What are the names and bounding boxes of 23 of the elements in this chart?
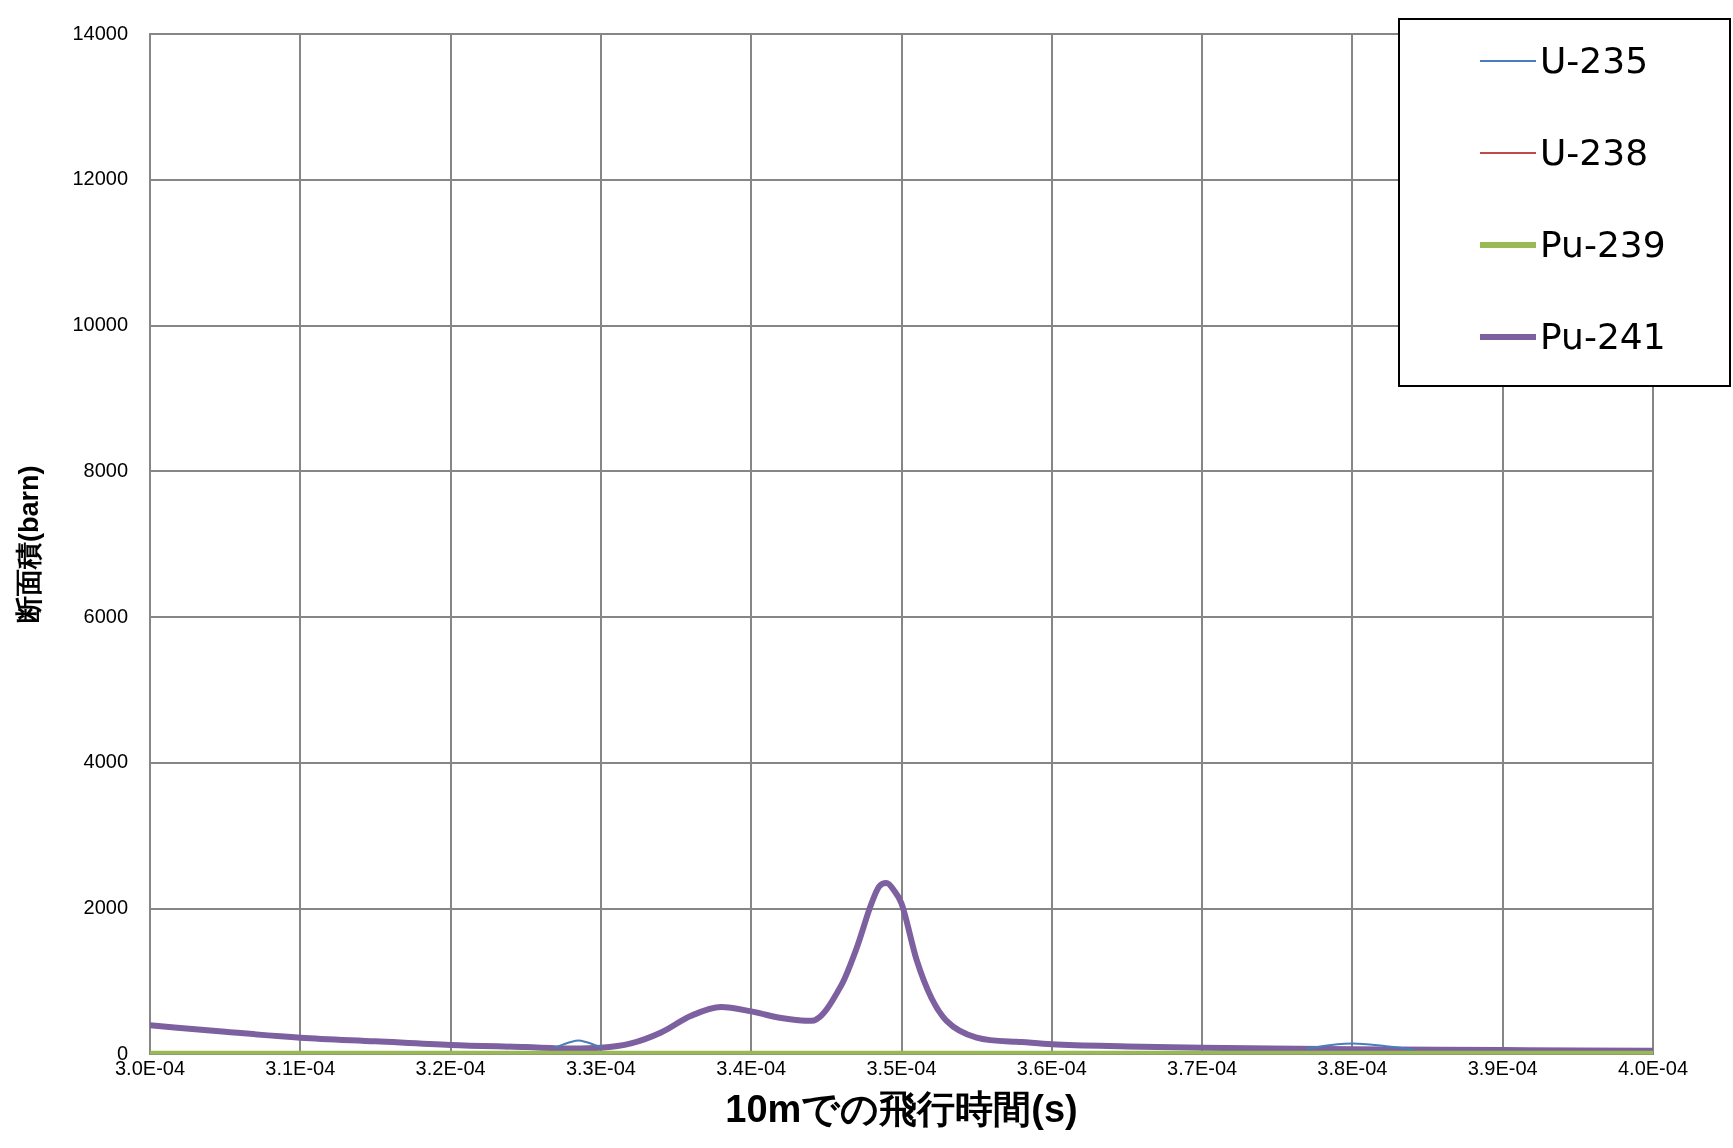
x-tick-label: 3.6E-04 <box>1016 1056 1087 1079</box>
x-axis-title: 10mでの飛行時間(s) <box>725 1087 1078 1130</box>
y-tick-label: 4000 <box>83 750 129 773</box>
y-tick-label: 10000 <box>72 313 129 336</box>
y-tick-label: 2000 <box>83 896 129 919</box>
x-tick-label: 3.4E-04 <box>716 1056 787 1079</box>
x-tick-label: 3.8E-04 <box>1317 1056 1388 1079</box>
y-tick-label: 8000 <box>83 458 129 481</box>
y-tick-label: 12000 <box>72 167 129 190</box>
x-tick-label: 3.1E-04 <box>265 1056 336 1079</box>
legend-label: U-238 <box>1540 132 1649 173</box>
legend-label: Pu-241 <box>1540 316 1666 357</box>
x-tick-label: 3.2E-04 <box>415 1056 486 1079</box>
x-tick-label: 3.5E-04 <box>866 1056 937 1079</box>
x-tick-label: 3.9E-04 <box>1467 1056 1538 1079</box>
y-tick-label: 6000 <box>83 604 129 627</box>
legend-label: Pu-239 <box>1540 224 1666 265</box>
x-tick-label: 3.7E-04 <box>1167 1056 1238 1079</box>
x-tick-label: 4.0E-04 <box>1617 1056 1689 1079</box>
x-tick-label: 3.3E-04 <box>565 1056 636 1079</box>
legend-label: U-235 <box>1540 40 1649 81</box>
y-tick-label: 14000 <box>72 21 129 44</box>
y-axis-title: 断面積(barn) <box>13 465 44 623</box>
